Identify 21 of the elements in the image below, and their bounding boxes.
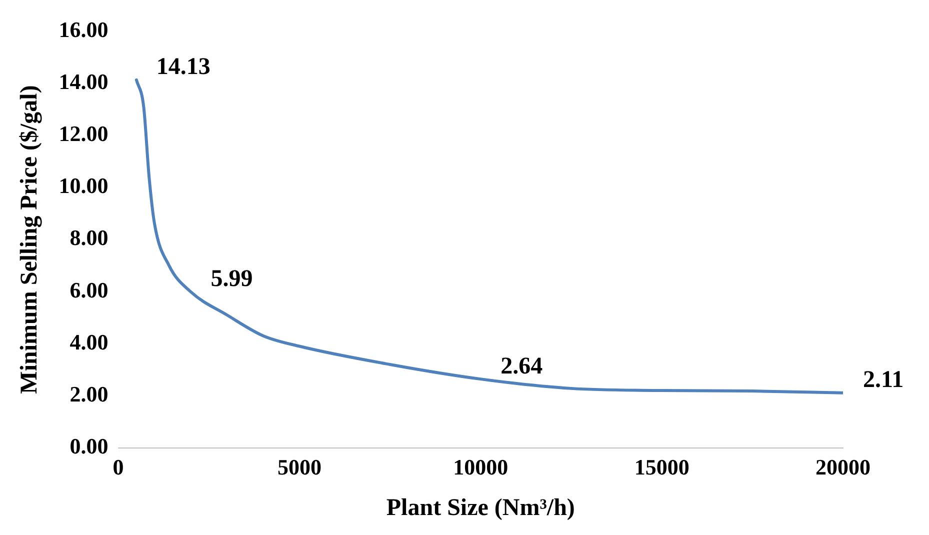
y-tick-label: 2.00 bbox=[70, 381, 108, 406]
y-axis-title: Minimum Selling Price ($/gal) bbox=[16, 85, 43, 394]
x-tick-label: 20000 bbox=[816, 454, 870, 480]
x-tick-label: 0 bbox=[112, 454, 124, 480]
y-tick-label: 14.00 bbox=[58, 68, 108, 94]
data-label: 2.64 bbox=[500, 353, 543, 380]
y-tick-label: 8.00 bbox=[70, 225, 108, 250]
y-tick-label: 0.00 bbox=[70, 433, 108, 458]
y-tick-label: 6.00 bbox=[70, 277, 108, 302]
x-axis-title: Plant Size (Nm³/h) bbox=[386, 494, 575, 521]
line-series bbox=[134, 78, 843, 394]
y-tick-label: 10.00 bbox=[58, 173, 108, 198]
y-tick-label: 4.00 bbox=[70, 329, 108, 354]
y-tick-label: 16.00 bbox=[58, 16, 108, 42]
data-label: 2.11 bbox=[863, 367, 904, 394]
y-tick-label: 12.00 bbox=[58, 121, 108, 146]
x-tick-label: 15000 bbox=[634, 454, 690, 480]
data-label: 5.99 bbox=[210, 266, 253, 292]
data-label: 14.13 bbox=[156, 54, 210, 80]
x-tick-label: 5000 bbox=[277, 454, 322, 480]
x-tick-label: 10000 bbox=[453, 454, 508, 480]
